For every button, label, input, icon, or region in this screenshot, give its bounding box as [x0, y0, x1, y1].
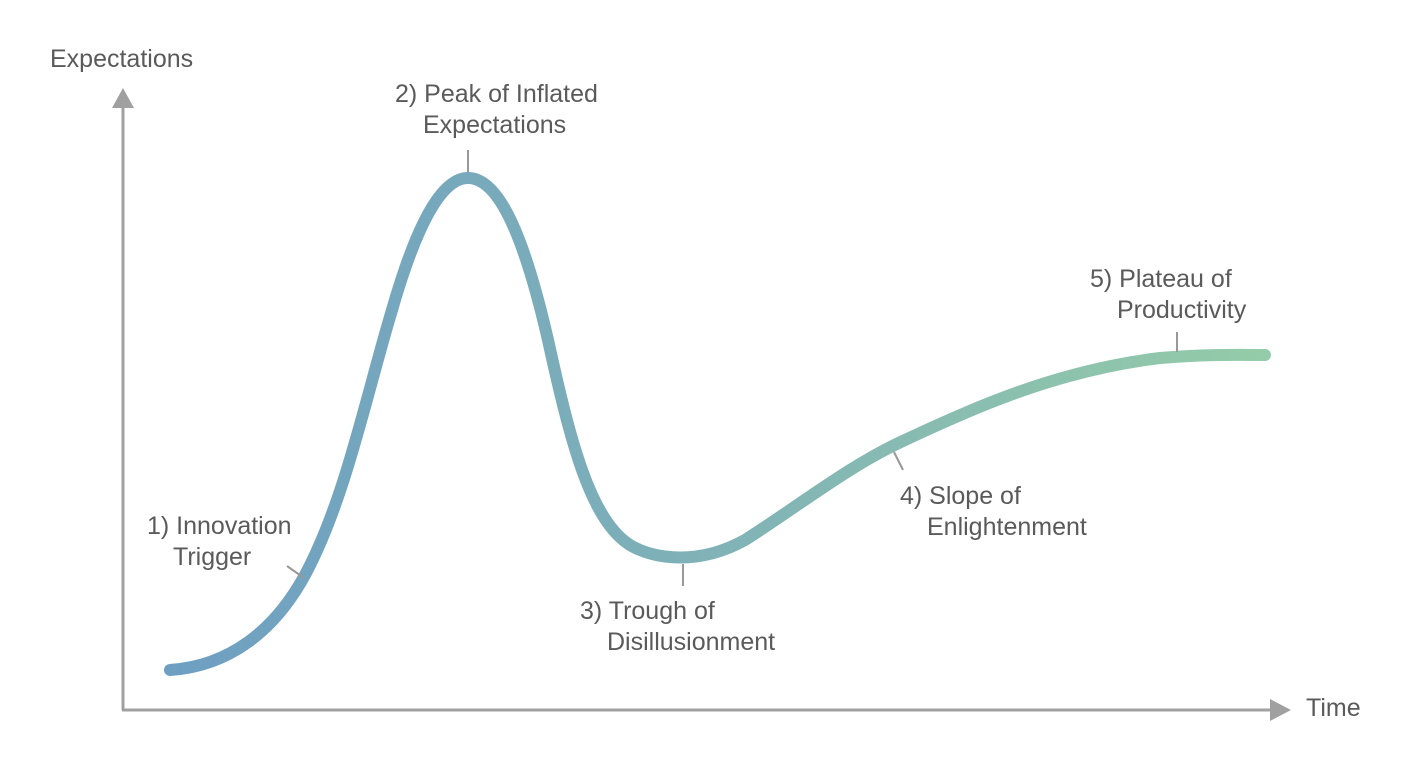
phase-label-line2: Trigger	[173, 543, 252, 571]
phase-label-line2: Disillusionment	[607, 628, 776, 656]
phase-label-slope: 4) Slope of Enlightenment	[900, 481, 1087, 543]
phase-label-line1: 1) Innovation	[147, 512, 292, 540]
phase-label-line2: Enlightenment	[927, 513, 1087, 541]
y-axis-arrow-icon	[112, 88, 134, 108]
phase-label-peak: 2) Peak of Inflated Expectations	[395, 79, 598, 141]
phase-label-line1: 5) Plateau of	[1090, 265, 1232, 293]
phase-label-line2: Productivity	[1117, 296, 1247, 324]
x-axis-arrow-icon	[1270, 699, 1291, 721]
hype-curve	[164, 171, 1271, 676]
phase-label-plateau: 5) Plateau of Productivity	[1090, 264, 1246, 326]
phase-label-line1: 4) Slope of	[900, 482, 1021, 510]
y-axis-label: Expectations	[50, 45, 194, 73]
phase-label-line1: 3) Trough of	[580, 597, 715, 625]
phase-label-line2: Expectations	[423, 111, 567, 139]
phase-label-trough: 3) Trough of Disillusionment	[580, 596, 775, 658]
x-axis-label: Time	[1306, 694, 1361, 722]
leader-line-slope	[893, 451, 904, 471]
leader-line-innovation-trigger	[286, 565, 305, 579]
phase-label-line1: 2) Peak of Inflated	[395, 80, 598, 108]
phase-label-innovation-trigger: 1) Innovation Trigger	[147, 511, 292, 573]
